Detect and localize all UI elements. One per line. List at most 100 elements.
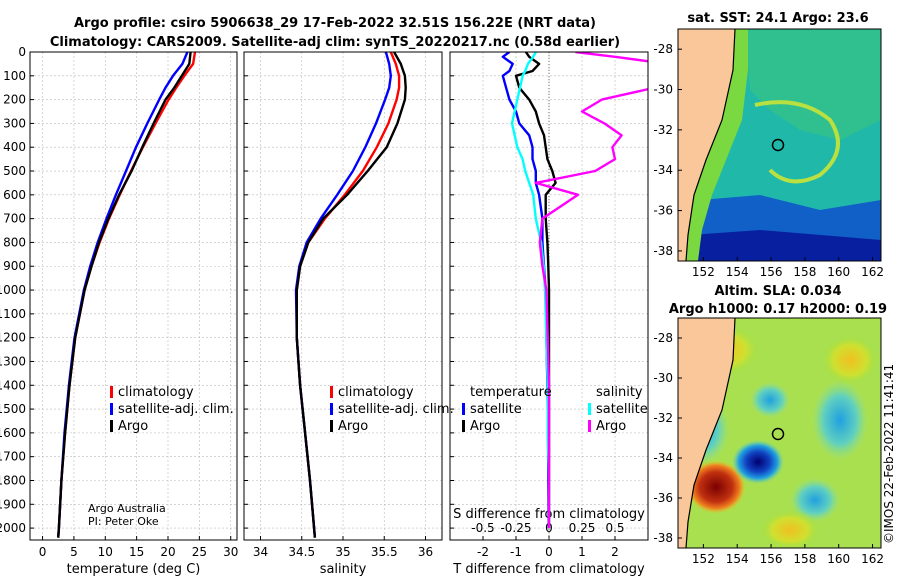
map-x-tick-label: 158 bbox=[793, 265, 816, 279]
legend-marker-satellite bbox=[330, 403, 333, 415]
salinity-axes: 34 34.5 35 35.5 36 salinity bbox=[243, 51, 443, 577]
map-x-tick-label: 158 bbox=[793, 552, 816, 566]
legend-label-satellite: satellite-adj. clim. bbox=[118, 402, 234, 417]
sst-warm-region bbox=[745, 29, 881, 140]
x-axis-label: temperature (deg C) bbox=[67, 562, 201, 577]
y-tick-label: 400 bbox=[3, 140, 26, 154]
sst-map: sat. SST: 24.1 Argo: 23.6 152 154 156 158 16… bbox=[653, 11, 884, 279]
map-x-tick-label: 156 bbox=[760, 265, 783, 279]
map-x-tick-label: 160 bbox=[827, 552, 850, 566]
legend-marker-climatology bbox=[330, 386, 333, 398]
sst-map-ticks: 152 154 156 158 160 162 -28 -30 -32 -34 -36 -38 bbox=[653, 42, 884, 279]
map-x-tick-label: 160 bbox=[827, 265, 850, 279]
y-tick-label: 1800 bbox=[0, 473, 26, 487]
map-y-tick-label: -36 bbox=[653, 491, 673, 505]
x-tick-label: -2 bbox=[477, 545, 489, 559]
map-y-tick-label: -34 bbox=[653, 163, 673, 177]
y-tick-label: 900 bbox=[3, 259, 26, 273]
y-tick-label: 700 bbox=[3, 212, 26, 226]
x-tick-label: 0 bbox=[39, 545, 47, 559]
series-line-climatology bbox=[57, 52, 197, 538]
y-tick-label: 300 bbox=[3, 116, 26, 130]
y-tick-label: 1700 bbox=[0, 450, 26, 464]
series-line-temperature-satellite bbox=[501, 52, 550, 529]
y-tick-label: 600 bbox=[3, 188, 26, 202]
legend-difference: temperature salinity satellite Argo sate… bbox=[462, 385, 648, 434]
legend-temperature: climatology satellite-adj. clim. Argo bbox=[110, 385, 234, 434]
legend-marker-t-satellite bbox=[462, 403, 465, 415]
legend-marker-satellite bbox=[110, 403, 113, 415]
series-group bbox=[294, 52, 407, 538]
legend-label-climatology: climatology bbox=[118, 385, 194, 400]
series-line-climatology bbox=[295, 52, 401, 538]
x-tick-label: 15 bbox=[129, 545, 144, 559]
series-line-argo bbox=[295, 52, 407, 538]
legend-label-climatology: climatology bbox=[338, 385, 414, 400]
top-x-tick-label: -0.5 bbox=[471, 521, 494, 535]
sst-map-title: sat. SST: 24.1 Argo: 23.6 bbox=[687, 11, 868, 26]
legend-heading-temperature: temperature bbox=[470, 385, 552, 400]
top-x-tick-label: 0.25 bbox=[569, 521, 596, 535]
map-x-tick-label: 162 bbox=[861, 552, 884, 566]
temperature-axes: 0100200300400500600700800900100011001200… bbox=[0, 45, 238, 577]
series-line-satellite-adj-clim- bbox=[294, 52, 392, 538]
top-x-tick-label: 0.5 bbox=[605, 521, 624, 535]
legend-marker-argo bbox=[330, 420, 333, 432]
y-tick-label: 0 bbox=[18, 45, 26, 59]
legend-label-argo: Argo bbox=[118, 419, 148, 434]
legend-label-argo: Argo bbox=[338, 419, 368, 434]
map-y-tick-label: -32 bbox=[653, 123, 673, 137]
sla-land bbox=[678, 318, 735, 548]
y-tick-label: 1900 bbox=[0, 497, 26, 511]
x-tick-label: 2 bbox=[611, 545, 619, 559]
x-tick-label: 25 bbox=[192, 545, 207, 559]
map-x-tick-label: 152 bbox=[692, 552, 715, 566]
title-line1: Argo profile: csiro 5906638_29 17-Feb-20… bbox=[74, 16, 596, 31]
x-tick-label: 35 bbox=[335, 545, 350, 559]
legend-marker-argo bbox=[110, 420, 113, 432]
difference-axes: -2 -1 0 1 2-0.5 -0.25 0 0.25 0.5S difference fro… bbox=[449, 51, 649, 577]
legend-heading-salinity: salinity bbox=[596, 385, 643, 400]
sla-coastline bbox=[685, 318, 736, 548]
map-x-tick-label: 162 bbox=[861, 265, 884, 279]
sla-cold-eddy bbox=[732, 440, 784, 484]
sst-cold-region bbox=[690, 230, 881, 261]
y-tick-label: 1400 bbox=[0, 378, 26, 392]
legend-label-satellite: satellite-adj. clim. bbox=[338, 402, 454, 417]
legend-marker-t-argo bbox=[462, 420, 465, 432]
map-x-tick-label: 154 bbox=[726, 265, 749, 279]
y-tick-label: 1000 bbox=[0, 283, 26, 297]
legend-label-s-satellite: satellite bbox=[596, 402, 648, 417]
sla-high-anomaly bbox=[760, 510, 820, 548]
series-line-argo bbox=[57, 52, 192, 538]
sla-map-frame bbox=[677, 317, 882, 549]
y-tick-label: 100 bbox=[3, 69, 26, 83]
sla-high-anomaly bbox=[822, 335, 878, 385]
y-tick-label: 500 bbox=[3, 164, 26, 178]
sla-low-anomaly bbox=[790, 478, 840, 522]
sst-coastal-current bbox=[686, 29, 748, 261]
title-line2: Climatology: CARS2009. Satellite-adj cli… bbox=[50, 35, 620, 50]
sla-map-ticks: 152 154 156 158 160 162 -28 -30 -32 -34 -36 -38 bbox=[653, 331, 884, 566]
x-axis-label: salinity bbox=[320, 562, 367, 577]
sst-eddy-front bbox=[754, 100, 840, 184]
x-tick-label: 30 bbox=[223, 545, 238, 559]
sst-argo-marker bbox=[771, 138, 785, 152]
series-group bbox=[501, 52, 648, 529]
map-y-tick-label: -32 bbox=[653, 411, 673, 425]
legend-marker-s-satellite bbox=[588, 403, 591, 415]
x-tick-label: -1 bbox=[510, 545, 522, 559]
y-tick-label: 1100 bbox=[0, 307, 26, 321]
legend-salinity: climatology satellite-adj. clim. Argo bbox=[330, 385, 454, 434]
axes-frame bbox=[449, 51, 649, 541]
x-tick-label: 34 bbox=[253, 545, 268, 559]
x-tick-label: 0 bbox=[545, 545, 553, 559]
y-tick-label: 2000 bbox=[0, 521, 26, 535]
y-tick-label: 200 bbox=[3, 93, 26, 107]
top-x-tick-label: -0.25 bbox=[500, 521, 531, 535]
x-tick-label: 20 bbox=[160, 545, 175, 559]
sla-map-title1: Altim. SLA: 0.034 bbox=[715, 284, 842, 299]
sst-coastline bbox=[685, 29, 736, 261]
legend-label-s-argo: Argo bbox=[596, 419, 626, 434]
map-y-tick-label: -36 bbox=[653, 204, 673, 218]
